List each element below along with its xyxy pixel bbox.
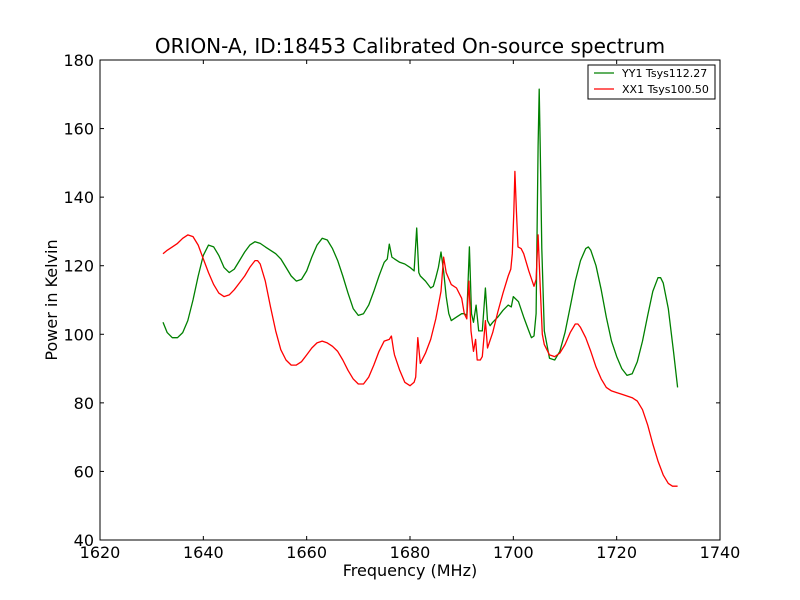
series-lines <box>162 88 679 487</box>
x-tick-labels: 1620 1640 1660 1680 1700 1720 1740 <box>80 543 741 562</box>
y-tick-label: 60 <box>74 462 94 481</box>
y-tick-label: 120 <box>63 257 94 276</box>
x-tick-label: 1660 <box>286 543 327 562</box>
x-tick-label: 1640 <box>183 543 224 562</box>
y-axis-title: Power in Kelvin <box>42 239 61 360</box>
x-tick-label: 1720 <box>596 543 637 562</box>
x-tick-label: 1700 <box>493 543 534 562</box>
legend-box <box>587 64 716 100</box>
axis-ticks <box>99 59 721 541</box>
series-line-yy1 <box>162 88 679 388</box>
x-tick-label: 1620 <box>80 543 121 562</box>
y-tick-label: 100 <box>63 325 94 344</box>
series-line-xx1 <box>162 170 678 487</box>
y-tick-label: 40 <box>74 531 94 550</box>
chart-title: ORION-A, ID:18453 Calibrated On-source s… <box>155 34 665 58</box>
y-tick-labels: 40 60 80 100 120 140 160 180 <box>63 51 94 550</box>
legend-label-yy1: YY1 Tsys112.27 <box>621 67 707 80</box>
y-tick-label: 140 <box>63 188 94 207</box>
y-tick-label: 180 <box>63 51 94 70</box>
y-tick-label: 160 <box>63 120 94 139</box>
x-axis-title: Frequency (MHz) <box>343 561 477 580</box>
legend: YY1 Tsys112.27 XX1 Tsys100.50 <box>587 64 716 100</box>
x-tick-label: 1740 <box>700 543 741 562</box>
y-tick-label: 80 <box>74 394 94 413</box>
x-tick-label: 1680 <box>390 543 431 562</box>
legend-label-xx1: XX1 Tsys100.50 <box>622 83 709 96</box>
